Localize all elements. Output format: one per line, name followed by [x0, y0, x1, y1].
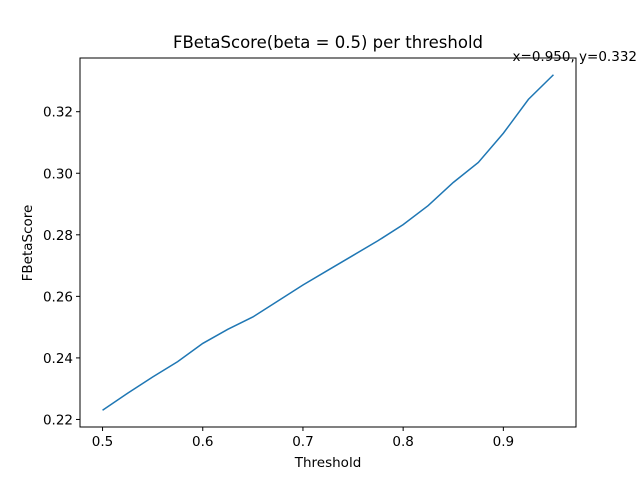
y-tick-label: 0.24	[43, 351, 73, 367]
x-tick-label: 0.6	[192, 434, 213, 450]
y-tick-label: 0.32	[43, 105, 73, 121]
line	[102, 74, 554, 411]
y-axis-label: FBetaScore	[20, 205, 36, 282]
x-tick-label: 0.8	[392, 434, 413, 450]
chart-title: FBetaScore(beta = 0.5) per threshold	[173, 33, 483, 52]
x-axis-label: Threshold	[294, 455, 362, 471]
y-tick-label: 0.22	[43, 412, 73, 428]
plot-frame	[79, 57, 577, 428]
x-tick-label: 0.9	[493, 434, 514, 450]
y-tick-label: 0.28	[43, 228, 73, 244]
y-tick-label: 0.30	[43, 166, 73, 182]
y-tick-label: 0.26	[43, 289, 73, 305]
annotation: x=0.950, y=0.332	[513, 49, 637, 65]
x-tick-label: 0.5	[92, 434, 113, 450]
x-tick-label: 0.7	[292, 434, 313, 450]
